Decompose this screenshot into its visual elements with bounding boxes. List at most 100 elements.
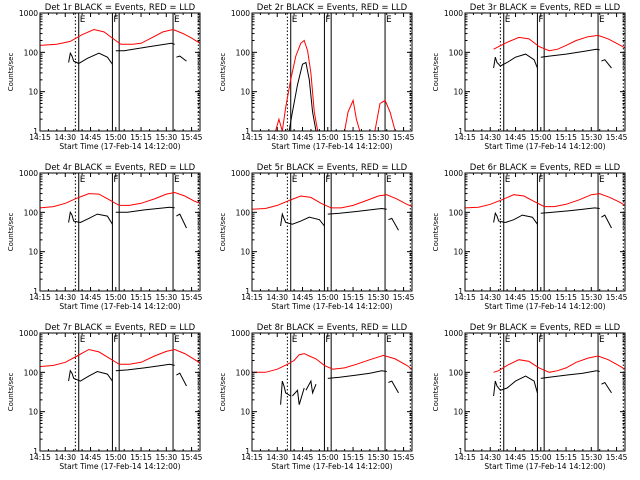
- y-tick-label: 10: [453, 408, 463, 417]
- x-tick-label: 15:15: [342, 293, 364, 302]
- events-series-line: [493, 211, 538, 225]
- x-tick-label: 14:30: [54, 293, 76, 302]
- x-tick-label: 14:45: [292, 133, 314, 142]
- y-tick-label: 1000: [444, 329, 463, 338]
- x-tick-label: 15:45: [393, 133, 415, 142]
- marker-label: F: [113, 15, 118, 25]
- y-tick-label: 1: [458, 287, 463, 296]
- events-series-line: [540, 48, 600, 58]
- x-tick-label: 15:15: [342, 133, 364, 142]
- events-series-line: [601, 59, 612, 69]
- lld-series-line: [374, 99, 396, 131]
- panel-title: Det 7r BLACK = Events, RED = LLD: [45, 323, 196, 333]
- events-series-line: [115, 363, 175, 372]
- x-tick-label: 14:15: [29, 453, 51, 462]
- x-axis-label: Start Time (17-Feb-14 14:12:00): [484, 302, 605, 311]
- events-series-line: [327, 207, 387, 215]
- y-tick-label: 1: [33, 447, 38, 456]
- detector-panel-2: Det 2r BLACK = Events, RED = LLD E F E 1 10 10…: [219, 3, 415, 151]
- x-tick-label: 15:15: [342, 453, 364, 462]
- x-axis: 14:15 14:30 14:45 15:00 15:15 15:30 15:45Start…: [29, 13, 203, 151]
- series-lines: [252, 194, 412, 231]
- panel-title: Det 8r BLACK = Events, RED = LLD: [257, 323, 408, 333]
- x-axis-label: Start Time (17-Feb-14 14:12:00): [59, 142, 180, 151]
- marker-label: E: [386, 15, 392, 25]
- events-series-line: [176, 372, 187, 387]
- x-axis-label: Start Time (17-Feb-14 14:12:00): [484, 142, 605, 151]
- x-tick-label: 15:45: [181, 293, 203, 302]
- x-axis-label: Start Time (17-Feb-14 14:12:00): [271, 302, 392, 311]
- x-tick-label: 14:30: [479, 133, 501, 142]
- marker-label: E: [174, 15, 180, 25]
- marker-label: E: [505, 175, 511, 185]
- x-tick-label: 15:00: [530, 293, 552, 302]
- detector-panel-5: Det 5r BLACK = Events, RED = LLD E F E 1 10 10…: [219, 163, 415, 311]
- x-tick-label: 15:15: [555, 453, 577, 462]
- y-axis: 1 10 100 1000 Counts/sec: [432, 169, 625, 296]
- x-tick-label: 15:00: [530, 453, 552, 462]
- y-tick-label: 10: [453, 88, 463, 97]
- series-lines: [493, 34, 625, 69]
- y-tick-label: 100: [449, 368, 464, 377]
- y-tick-label: 100: [236, 208, 251, 217]
- y-axis-label: Counts/sec: [7, 213, 15, 252]
- x-axis-label: Start Time (17-Feb-14 14:12:00): [59, 302, 180, 311]
- y-tick-label: 10: [240, 248, 250, 257]
- y-tick-label: 1000: [231, 329, 250, 338]
- x-tick-label: 15:00: [317, 133, 339, 142]
- x-axis: 14:15 14:30 14:45 15:00 15:15 15:30 15:45Start…: [454, 173, 628, 311]
- x-axis-label: Start Time (17-Feb-14 14:12:00): [484, 462, 605, 471]
- x-tick-label: 15:30: [581, 133, 603, 142]
- marker-label: E: [80, 335, 86, 345]
- x-tick-label: 15:30: [581, 293, 603, 302]
- x-tick-label: 15:00: [105, 453, 127, 462]
- y-axis-label: Counts/sec: [219, 213, 227, 252]
- y-tick-label: 100: [24, 208, 39, 217]
- y-tick-label: 1000: [19, 329, 38, 338]
- y-axis: 1 10 100 1000 Counts/sec: [432, 9, 625, 136]
- events-series-line: [601, 381, 612, 394]
- marker-label: E: [174, 335, 180, 345]
- plot-frame: [251, 332, 413, 452]
- x-tick-label: 14:45: [80, 133, 102, 142]
- y-axis: 1 10 100 1000 Counts/sec: [7, 169, 200, 296]
- lld-series-line: [493, 355, 625, 373]
- detector-panel-1: Det 1r BLACK = Events, RED = LLD E F E 1 10 10…: [7, 3, 203, 151]
- events-series-line: [280, 212, 325, 227]
- y-tick-label: 1: [33, 127, 38, 136]
- y-tick-label: 1000: [19, 169, 38, 178]
- marker-label: F: [113, 175, 118, 185]
- lld-series-line: [40, 191, 200, 209]
- y-axis-label: Counts/sec: [7, 53, 15, 92]
- x-tick-label: 15:45: [393, 453, 415, 462]
- x-tick-label: 14:45: [80, 453, 102, 462]
- x-tick-label: 14:15: [29, 133, 51, 142]
- series-lines: [40, 28, 200, 65]
- events-series-line: [388, 217, 399, 231]
- x-tick-label: 15:45: [606, 453, 628, 462]
- series-lines: [493, 355, 625, 397]
- events-series-line: [68, 369, 113, 382]
- events-series-line: [115, 42, 175, 52]
- plot-frame: [39, 12, 201, 132]
- x-axis: 14:15 14:30 14:45 15:00 15:15 15:30 15:45Start…: [29, 173, 203, 311]
- marker-label: E: [505, 15, 511, 25]
- events-series-line: [540, 370, 600, 379]
- lld-series-line: [493, 34, 625, 52]
- detector-panel-9: Det 9r BLACK = Events, RED = LLD E F E 1 10 10…: [432, 323, 628, 471]
- y-axis-label: Counts/sec: [219, 373, 227, 412]
- detector-panel-4: Det 4r BLACK = Events, RED = LLD E F E 1 10 10…: [7, 163, 203, 311]
- x-tick-label: 14:15: [29, 293, 51, 302]
- x-axis-label: Start Time (17-Feb-14 14:12:00): [271, 142, 392, 151]
- x-tick-label: 14:45: [292, 453, 314, 462]
- y-tick-label: 100: [24, 48, 39, 57]
- marker-label: E: [599, 15, 605, 25]
- x-tick-label: 14:45: [80, 293, 102, 302]
- x-tick-label: 14:15: [454, 293, 476, 302]
